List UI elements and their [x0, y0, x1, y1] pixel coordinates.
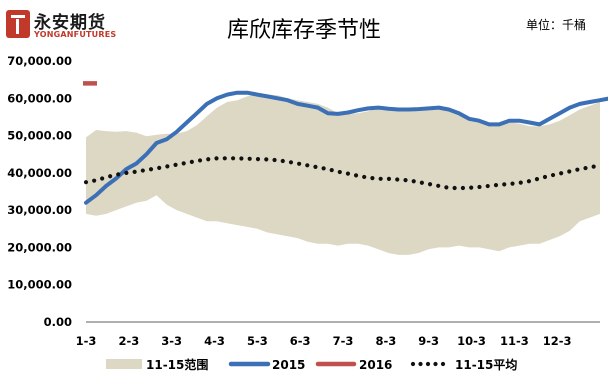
y-tick-label: 70,000.00 — [7, 54, 72, 68]
legend-swatch-range — [106, 359, 142, 369]
logo-mark-icon — [6, 10, 30, 38]
x-tick-label: 2-3 — [118, 334, 139, 348]
x-tick-label: 9-3 — [418, 334, 439, 348]
legend-label-2015: 2015 — [272, 358, 305, 372]
series-line-2015 — [84, 90, 608, 205]
legend-label-average: 11-15平均 — [455, 357, 517, 372]
legend-label-range: 11-15范围 — [146, 357, 208, 372]
brand-logo: 永安期货 YONGANFUTURES — [6, 8, 126, 46]
legend-label-2016: 2016 — [359, 358, 392, 372]
x-tick-label: 4-3 — [204, 334, 225, 348]
logo-en-text: YONGANFUTURES — [34, 30, 117, 39]
x-tick-label: 12-3 — [543, 334, 572, 348]
chart-title: 库欣库存季节性 — [226, 18, 381, 43]
x-tick-label: 8-3 — [375, 334, 396, 348]
x-tick-label: 5-3 — [247, 334, 268, 348]
x-tick-label: 6-3 — [290, 334, 311, 348]
y-tick-label: 30,000.00 — [7, 203, 72, 217]
y-tick-label: 40,000.00 — [7, 166, 72, 180]
x-tick-label: 3-3 — [161, 334, 182, 348]
x-tick-label: 7-3 — [333, 334, 354, 348]
x-tick-label: 11-3 — [500, 334, 529, 348]
y-tick-label: 10,000.00 — [7, 278, 72, 292]
y-tick-label: 60,000.00 — [7, 91, 72, 105]
range-band-area — [86, 93, 600, 255]
unit-label: 单位：千桶 — [525, 18, 586, 32]
x-tick-label: 1-3 — [76, 334, 97, 348]
y-tick-label: 20,000.00 — [7, 240, 72, 254]
y-tick-label: 50,000.00 — [7, 129, 72, 143]
x-tick-label: 10-3 — [457, 334, 486, 348]
y-tick-label: 0.00 — [44, 315, 72, 329]
logo-cn-text: 永安期货 — [34, 13, 106, 33]
series-line-11-15平均 — [83, 156, 603, 191]
